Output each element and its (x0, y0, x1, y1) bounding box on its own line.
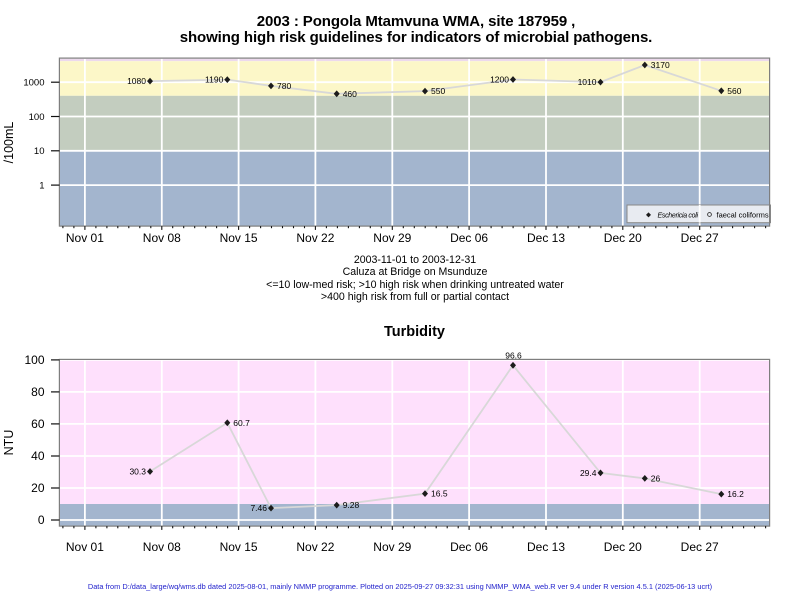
svg-text:Dec 27: Dec 27 (681, 540, 719, 554)
svg-text:7.46: 7.46 (250, 503, 267, 513)
svg-text:Nov 22: Nov 22 (296, 231, 334, 245)
svg-text:Dec 13: Dec 13 (527, 231, 565, 245)
svg-text:10: 10 (34, 146, 45, 157)
svg-text:29.4: 29.4 (580, 468, 597, 478)
svg-text:100: 100 (24, 353, 44, 367)
svg-text:1190: 1190 (205, 75, 224, 85)
svg-text:96.6: 96.6 (505, 350, 522, 360)
svg-text:Dec 20: Dec 20 (604, 231, 642, 245)
svg-text:60.7: 60.7 (233, 418, 250, 428)
svg-text:0: 0 (38, 513, 45, 527)
svg-text:Nov 08: Nov 08 (143, 231, 181, 245)
svg-text:550: 550 (431, 86, 445, 96)
svg-text:16.5: 16.5 (431, 489, 448, 499)
svg-text:9.28: 9.28 (343, 500, 360, 510)
svg-text:16.2: 16.2 (727, 489, 744, 499)
svg-text:20: 20 (31, 481, 45, 495)
svg-text:Nov 29: Nov 29 (373, 231, 411, 245)
svg-text:Nov 08: Nov 08 (143, 540, 181, 554)
svg-text:1: 1 (39, 180, 44, 191)
svg-text:1080: 1080 (127, 76, 146, 86)
svg-text:Nov 15: Nov 15 (220, 231, 258, 245)
svg-text:1000: 1000 (23, 78, 44, 89)
svg-text:Eschericia coli: Eschericia coli (658, 213, 699, 220)
svg-text:Dec 27: Dec 27 (681, 231, 719, 245)
svg-text:Dec 13: Dec 13 (527, 540, 565, 554)
svg-text:60: 60 (31, 417, 45, 431)
svg-text:Nov 01: Nov 01 (66, 231, 104, 245)
svg-text:Dec 06: Dec 06 (450, 231, 488, 245)
svg-text:Dec 06: Dec 06 (450, 540, 488, 554)
svg-text:1200: 1200 (490, 75, 509, 85)
svg-text:100: 100 (29, 112, 45, 123)
svg-text:faecal coliforms: faecal coliforms (717, 211, 769, 220)
svg-text:Dec 20: Dec 20 (604, 540, 642, 554)
svg-text:NTU: NTU (2, 430, 16, 456)
svg-text:780: 780 (277, 81, 291, 91)
svg-text:Nov 15: Nov 15 (220, 540, 258, 554)
svg-text:560: 560 (727, 86, 741, 96)
svg-text:Nov 01: Nov 01 (66, 540, 104, 554)
svg-text:Nov 29: Nov 29 (373, 540, 411, 554)
svg-text:1010: 1010 (578, 77, 597, 87)
svg-text:30.3: 30.3 (129, 467, 146, 477)
svg-text:80: 80 (31, 385, 45, 399)
svg-text:26: 26 (651, 473, 661, 483)
svg-text:460: 460 (343, 89, 357, 99)
svg-text:40: 40 (31, 449, 45, 463)
svg-text:Nov 22: Nov 22 (296, 540, 334, 554)
svg-text:3170: 3170 (651, 60, 670, 70)
svg-text:/100mL: /100mL (2, 122, 16, 164)
